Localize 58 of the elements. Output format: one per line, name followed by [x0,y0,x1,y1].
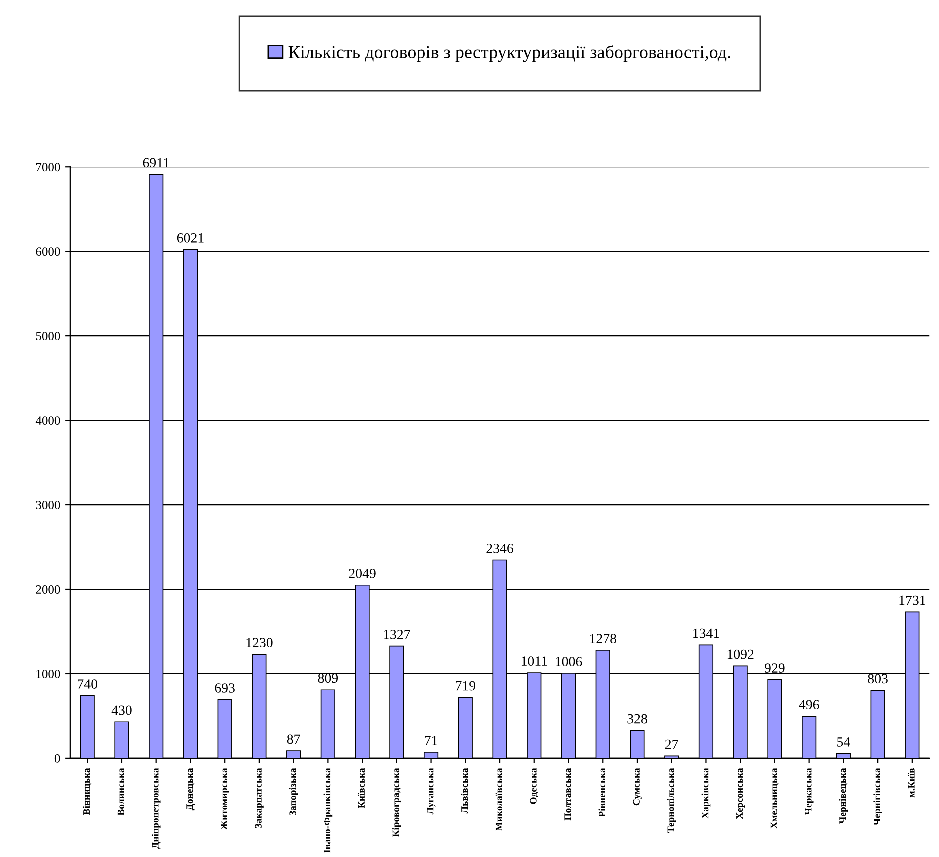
data-label: 2049 [349,568,376,578]
x-tick-label: Одеська [530,768,538,804]
data-label: 6021 [177,233,204,243]
data-label: 430 [112,706,132,716]
x-tick-label: Кіровоградська [392,768,402,838]
x-tick-label: Вінницька [83,768,92,816]
data-label: 719 [456,681,476,691]
x-tick-label: Сумська [633,768,642,806]
x-tick-label: Полтавська [564,768,572,821]
data-label: 54 [838,738,850,747]
y-tick-label: 0 [54,754,60,763]
data-label: 1006 [556,657,582,666]
y-tick-label: 5000 [36,332,60,341]
data-label: 1278 [590,634,616,644]
x-tick-label: Івано-Франківська [324,768,333,854]
y-tick-label: 7000 [36,163,60,172]
data-label: 1011 [522,656,548,666]
data-label: 71 [425,736,438,746]
data-label: 693 [215,684,235,693]
x-tick-label: Харківська [702,768,711,819]
x-tick-label: Волинська [118,768,124,816]
x-tick-label: Запорізька [289,768,298,816]
data-label: 1731 [900,596,926,606]
data-label: 1327 [384,630,410,640]
x-tick-label: Чернігівська [874,768,882,826]
x-tick-label: Житомирська [221,768,230,830]
data-label: 328 [628,714,648,724]
x-tick-label: м.Київ [908,768,915,798]
data-label: 1092 [728,650,754,660]
x-tick-label: Закарпатська [255,768,264,828]
x-tick-label: Черкаська [805,768,814,815]
x-tick-label: Херсонська [736,768,745,820]
x-tick-label: Тернопільська [667,768,676,833]
legend-label: Кількість договорів з реструктуризації заборгованості,од. [288,45,730,62]
x-tick-label: Миколаївська [496,768,502,832]
x-tick-label: Луганська [427,768,436,815]
x-tick-label: Донецька [186,768,196,811]
data-label: 1230 [246,638,273,648]
data-label: 2346 [486,544,514,554]
x-tick-label: Дніпропетровська [152,768,161,849]
data-label: 929 [764,664,785,673]
data-label: 87 [287,734,300,744]
x-tick-label: Рівненська [598,768,606,818]
x-tick-label: Хмельницька [770,768,779,829]
data-label: 6911 [143,158,170,168]
y-tick-label: 3000 [36,501,60,510]
data-label: 27 [666,740,678,750]
data-label: 803 [868,674,888,684]
x-tick-label: Київська [358,768,365,808]
y-tick-label: 2000 [36,586,60,594]
y-tick-label: 6000 [36,248,60,256]
data-label: 1341 [694,628,720,638]
y-tick-label: 1000 [36,670,60,678]
data-label: 496 [799,700,820,710]
y-tick-label: 4000 [36,416,60,425]
x-tick-label: Львівська [461,768,468,814]
x-tick-label: Чернівецька [839,768,848,824]
data-label: 740 [78,680,98,689]
